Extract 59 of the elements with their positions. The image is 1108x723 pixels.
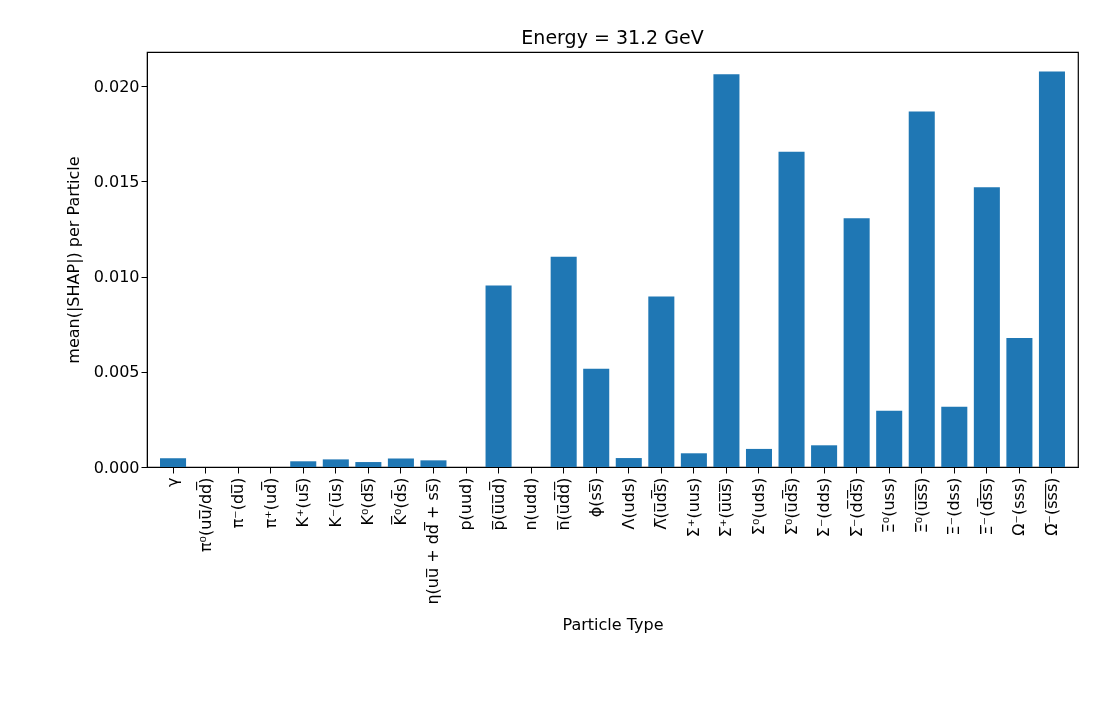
x-tick-label: K⁺(us̅) bbox=[293, 477, 313, 528]
x-tick-label: Ξ⁰(uss) bbox=[879, 477, 899, 534]
x-tick-label: Ξ̅⁻(d̅s̅s̅) bbox=[976, 477, 996, 536]
bar bbox=[550, 256, 577, 467]
y-tick-label: 0.005 bbox=[93, 362, 140, 382]
x-tick-label: π⁰(uu̅/dd̅) bbox=[195, 477, 215, 553]
x-tick-label: Σ̅⁺(u̅u̅s̅) bbox=[716, 477, 736, 538]
x-tick-label: Λ(uds) bbox=[618, 477, 638, 530]
bar bbox=[322, 459, 349, 467]
bar bbox=[713, 74, 740, 467]
x-tick-label: π⁻(du̅) bbox=[228, 477, 248, 529]
x-tick-label: Σ⁰(uds) bbox=[748, 477, 768, 536]
bar bbox=[420, 460, 447, 467]
x-tick-label: Ξ⁻(dss) bbox=[944, 477, 964, 536]
x-tick-label: K̅⁰(d̅s) bbox=[390, 477, 410, 526]
chart-title: Energy = 31.2 GeV bbox=[521, 26, 704, 48]
x-tick-label: ϕ(ss̅) bbox=[586, 477, 606, 518]
bar bbox=[1006, 338, 1033, 467]
bar bbox=[811, 445, 838, 467]
bar bbox=[1038, 71, 1065, 467]
x-tick-label: K⁰(ds̅) bbox=[358, 477, 378, 526]
x-tick-label: Σ⁺(uus) bbox=[683, 477, 703, 538]
bar bbox=[778, 151, 805, 467]
x-tick-label: Σ̅⁻(d̅d̅s̅) bbox=[846, 477, 866, 538]
x-tick-label: p(uud) bbox=[456, 477, 476, 531]
bar bbox=[648, 296, 675, 467]
x-tick-label: Σ⁻(dds) bbox=[814, 477, 834, 538]
y-tick-label: 0.010 bbox=[93, 267, 140, 287]
y-tick-label: 0.020 bbox=[93, 76, 140, 96]
bar bbox=[908, 111, 935, 467]
x-tick-label: n̅(u̅d̅d̅) bbox=[553, 477, 573, 531]
bar bbox=[973, 187, 1000, 467]
x-tick-label: p̅(u̅u̅d̅) bbox=[488, 477, 508, 531]
bar bbox=[941, 406, 968, 467]
x-axis-title: Particle Type bbox=[562, 614, 664, 634]
bar bbox=[355, 462, 382, 467]
bar bbox=[745, 448, 773, 467]
bar bbox=[615, 458, 642, 467]
bar bbox=[583, 368, 610, 467]
x-tick-label: Σ̅⁰(u̅d̅s̅) bbox=[781, 477, 801, 536]
bar bbox=[485, 285, 512, 467]
x-tick-label: γ bbox=[163, 477, 183, 487]
bar bbox=[160, 458, 187, 467]
x-tick-label: η(uu̅ + dd̅ + ss̅) bbox=[423, 477, 443, 605]
bar bbox=[290, 461, 317, 467]
x-tick-label: Ω̅⁻(s̅s̅s̅) bbox=[1041, 477, 1061, 536]
bar bbox=[876, 410, 903, 467]
bar bbox=[843, 218, 870, 467]
bar bbox=[680, 453, 707, 467]
x-tick-label: Λ̅(u̅d̅s̅) bbox=[651, 477, 671, 530]
bar bbox=[387, 458, 414, 467]
x-tick-label: π⁺(ud̅) bbox=[260, 477, 280, 529]
x-tick-label: Ξ̅⁰(u̅s̅s̅) bbox=[911, 477, 931, 534]
y-axis-title: mean(|SHAP|) per Particle bbox=[63, 156, 83, 364]
y-tick-label: 0.000 bbox=[93, 457, 140, 477]
x-tick-label: Ω⁻(sss) bbox=[1009, 477, 1029, 536]
x-tick-label: K⁻(u̅s) bbox=[325, 477, 345, 528]
y-tick-label: 0.015 bbox=[93, 171, 140, 191]
x-tick-label: n(udd) bbox=[521, 477, 541, 531]
